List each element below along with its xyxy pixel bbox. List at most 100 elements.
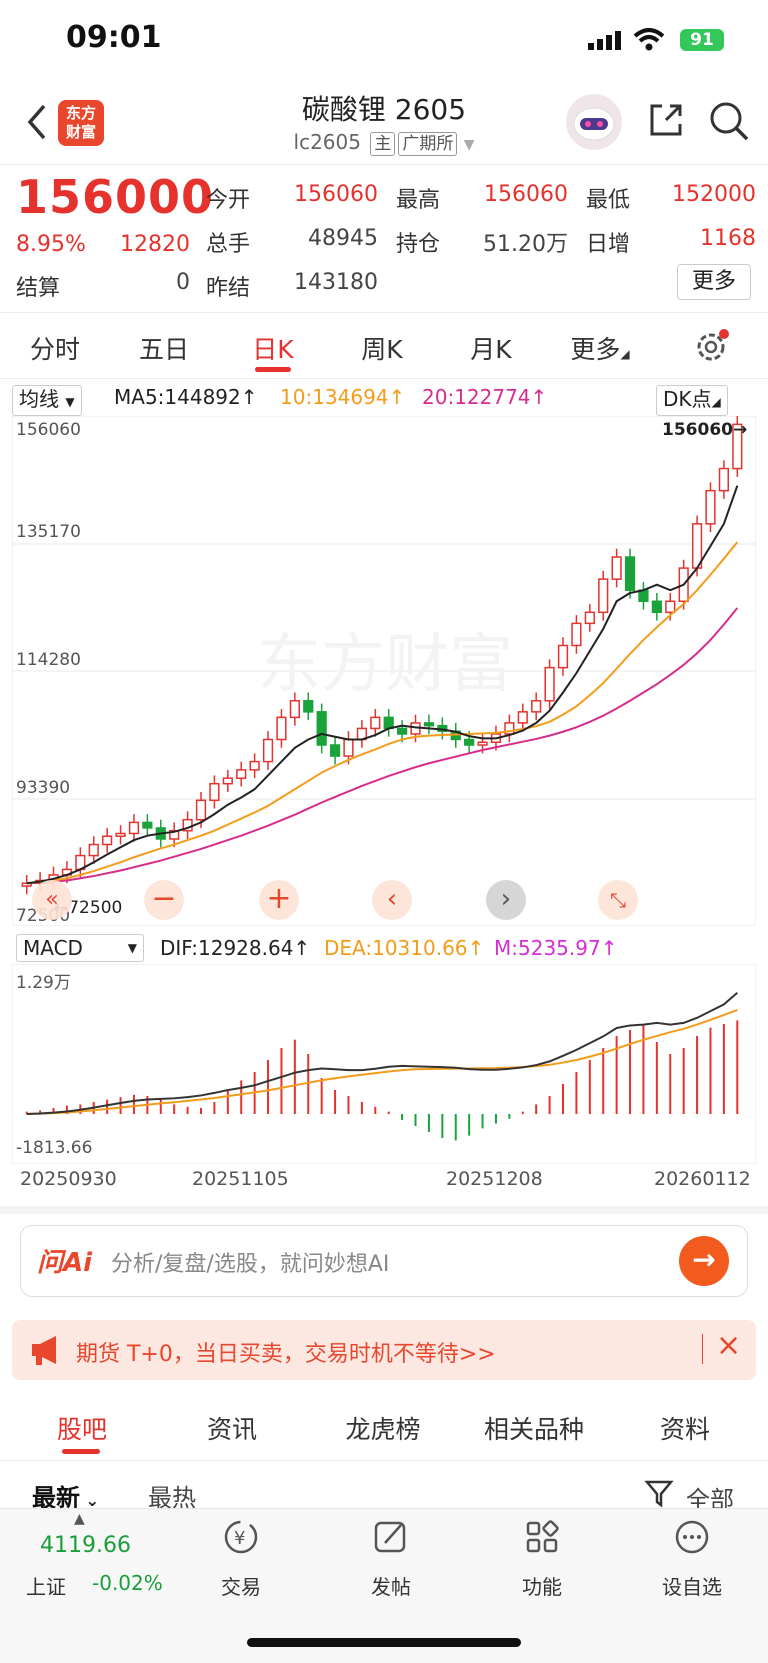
watchlist-icon[interactable] [632, 1517, 752, 1565]
candle-body [262, 738, 274, 763]
nav-trade[interactable]: 交易 [221, 1575, 261, 1599]
tab-daily-k[interactable]: 日K [252, 335, 294, 364]
macd-chart[interactable] [12, 964, 756, 1164]
filter-icon[interactable] [644, 1478, 674, 1512]
tab-weekly-k[interactable]: 周K [361, 335, 403, 364]
candle-body [732, 423, 743, 470]
tab-monthly-k[interactable]: 月K [470, 335, 512, 364]
settings-icon[interactable] [694, 328, 730, 368]
close-icon[interactable]: × [716, 1328, 742, 1363]
candle-body [289, 700, 300, 719]
tab-timeshare[interactable]: 分时 [29, 335, 80, 364]
search-icon[interactable] [708, 100, 750, 146]
candle-body [705, 489, 716, 525]
promo-banner[interactable]: 期货 T+0，当日买卖，交易时机不等待>> × [12, 1320, 756, 1380]
macd-select[interactable]: MACD ▼ [16, 934, 144, 962]
tab-more[interactable]: 更多◢ [570, 335, 630, 364]
filter-latest[interactable]: 最新 ⌄ [32, 1484, 99, 1512]
ai-ask-bar[interactable]: 问Ai 分析/复盘/选股，就问妙想AI → [20, 1225, 748, 1297]
nav-watchlist[interactable]: 设自选 [662, 1575, 722, 1599]
daily-inc-label: 日增 [586, 232, 631, 257]
candle-body [651, 600, 662, 614]
candle-body [303, 700, 314, 713]
promo-text[interactable]: 期货 T+0，当日买卖，交易时机不等待>> [76, 1342, 496, 1367]
last-price-marker: 156060→ [662, 420, 748, 440]
contract-subtitle[interactable]: lc2605 主广期所 ▼ [293, 130, 475, 156]
trade-icon[interactable]: ¥ [181, 1517, 301, 1565]
candle-body [504, 722, 515, 735]
axis-price-2: 135170 [16, 522, 81, 542]
chevron-down-icon: ▼ [463, 137, 475, 153]
candlestick-chart[interactable]: 东方财富 [12, 416, 756, 926]
tab-related[interactable]: 相关品种 [483, 1415, 584, 1444]
low-value: 152000 [672, 182, 756, 207]
change-amount: 12820 [120, 232, 190, 257]
oi-value: 51.20万 [483, 232, 568, 257]
candle-body [423, 722, 435, 727]
move-left-button[interactable]: ‹ [372, 880, 412, 920]
tab-underline [255, 367, 291, 372]
candle-body [142, 821, 153, 829]
index-name[interactable]: 上证 [26, 1575, 66, 1599]
ai-robot-icon[interactable] [566, 94, 622, 150]
candle-body [236, 769, 247, 779]
function-icon[interactable] [482, 1517, 602, 1565]
candle-body [329, 744, 341, 757]
zoom-out-button[interactable]: − [144, 880, 184, 920]
candle-body [557, 644, 569, 669]
dk-point-select[interactable]: DK点◢ [656, 385, 728, 416]
filter-hot[interactable]: 最热 [148, 1484, 196, 1512]
candle-body [316, 711, 327, 746]
candle-body [477, 741, 488, 746]
zoom-in-button[interactable]: + [259, 880, 299, 920]
candle-body [611, 556, 622, 580]
nav-function[interactable]: 功能 [522, 1575, 562, 1599]
oi-label: 持仓 [396, 232, 441, 257]
ma20-line [26, 607, 739, 885]
settle-label: 结算 [16, 276, 61, 301]
candle-body [531, 700, 542, 713]
tab-guba[interactable]: 股吧 [56, 1415, 107, 1444]
nav-post[interactable]: 发帖 [371, 1575, 411, 1599]
candle-body [624, 556, 636, 591]
axis-price-3: 114280 [16, 650, 81, 670]
share-icon[interactable] [646, 100, 686, 144]
tab-dragon-tiger[interactable]: 龙虎榜 [345, 1415, 421, 1444]
candle-body [584, 611, 595, 625]
candle-body [383, 716, 394, 730]
scroll-start-button[interactable]: « [32, 880, 72, 920]
fullscreen-button[interactable]: ⤡ [598, 880, 638, 920]
tab-news[interactable]: 资讯 [206, 1415, 257, 1444]
ai-input-placeholder[interactable]: 分析/复盘/选股，就问妙想AI [111, 1252, 390, 1277]
bottom-tab-underline [62, 1449, 100, 1454]
signal-icon [588, 30, 622, 54]
ma10-value: 10:134694↑ [280, 385, 406, 409]
ai-submit-button[interactable]: → [679, 1236, 729, 1286]
candle-body [665, 600, 676, 614]
macd-dea: DEA:10310.66↑ [324, 936, 485, 960]
ai-logo: 问Ai [37, 1248, 93, 1278]
candle-body [276, 716, 287, 741]
more-button[interactable]: 更多 [677, 264, 751, 300]
move-right-button[interactable]: › [486, 880, 526, 920]
open-value: 156060 [294, 182, 378, 207]
main-tag: 主 [370, 132, 396, 156]
tab-five-day[interactable]: 五日 [138, 335, 189, 364]
tab-info[interactable]: 资料 [659, 1415, 710, 1444]
macd-m: M:5235.97↑ [494, 936, 618, 960]
candle-body [370, 716, 381, 730]
home-indicator [247, 1638, 521, 1647]
index-value[interactable]: 4119.66 [40, 1533, 131, 1558]
candle-body [517, 711, 528, 724]
svg-text:¥: ¥ [234, 1528, 245, 1549]
candle-body [169, 829, 180, 840]
index-change[interactable]: -0.02% [92, 1571, 163, 1595]
candle-body [397, 727, 408, 735]
low-label: 最低 [586, 188, 631, 213]
ma-select[interactable]: 均线 ▼ [12, 385, 82, 416]
back-icon[interactable] [24, 102, 48, 146]
post-icon[interactable] [331, 1517, 451, 1565]
change-percent: 8.95% [16, 232, 86, 257]
high-value: 156060 [484, 182, 568, 207]
status-time: 09:01 [66, 20, 162, 55]
